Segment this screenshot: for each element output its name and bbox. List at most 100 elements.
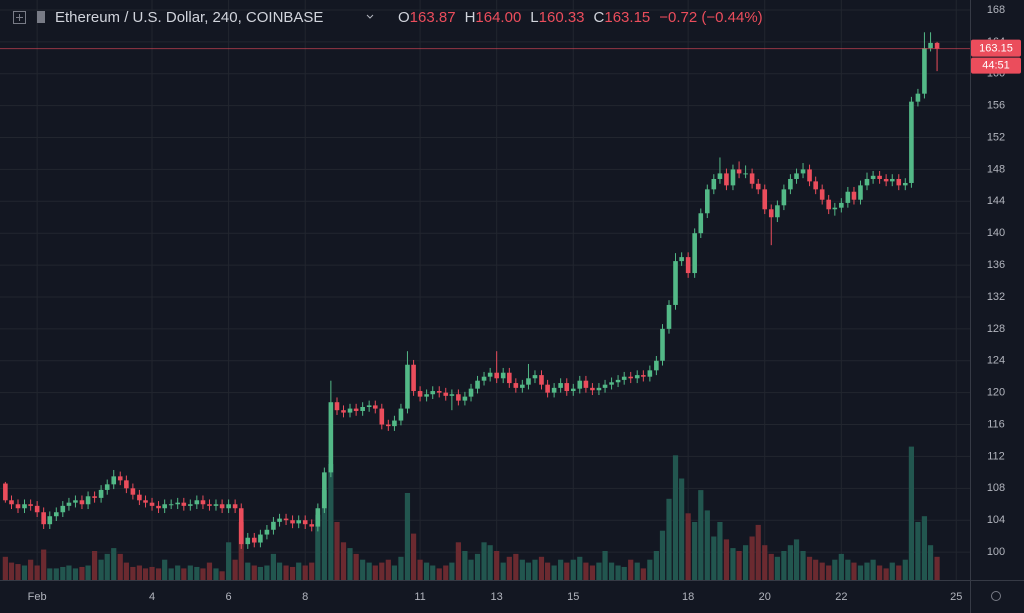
y-tick-label: 144 <box>987 195 1005 207</box>
ohlc-value: 163.15 <box>604 9 650 26</box>
volume-bar <box>219 571 225 580</box>
volume-bar <box>136 565 142 580</box>
candle-body <box>475 380 480 389</box>
volume-bar <box>774 556 780 580</box>
candle-body <box>768 209 774 218</box>
candle-body <box>819 189 825 200</box>
candle-body <box>258 534 263 543</box>
volume-bar <box>838 553 844 580</box>
candle-body <box>219 504 225 509</box>
settings-icon[interactable] <box>991 591 1001 601</box>
candle-body <box>909 101 914 183</box>
candle-body <box>424 394 429 397</box>
volume-bar <box>864 562 870 580</box>
volume-bar <box>41 549 47 580</box>
candle-body <box>922 48 927 94</box>
volume-bar <box>513 553 519 580</box>
candle-body <box>85 496 91 505</box>
volume-bar <box>187 565 193 580</box>
volume-bar <box>692 522 698 580</box>
volume-bar <box>283 565 289 580</box>
volume-bar <box>474 553 481 580</box>
candle-body <box>520 384 525 388</box>
x-tick-label: 25 <box>950 591 962 603</box>
candle-body <box>117 476 123 481</box>
expand-icon[interactable] <box>13 11 26 24</box>
candle-body <box>762 189 768 210</box>
candle-body <box>430 391 436 395</box>
volume-bar <box>443 565 449 580</box>
volume-bar <box>21 565 28 580</box>
volume-bar <box>934 556 940 580</box>
candle-body <box>679 257 684 262</box>
volume-bar <box>315 514 321 580</box>
countdown-label: 44:51 <box>982 60 1010 72</box>
volume-bar <box>500 562 506 580</box>
candle-body <box>271 521 276 530</box>
volume-bar <box>181 568 187 580</box>
candle-body <box>685 257 691 274</box>
candle-body <box>845 191 851 203</box>
ohlc-key: C <box>594 9 605 26</box>
candle-body <box>264 529 270 535</box>
volume-bar <box>717 522 723 580</box>
volume-bar <box>424 562 430 580</box>
candle-body <box>634 375 640 379</box>
ohlc-key: O <box>398 9 410 26</box>
volume-bar <box>653 551 659 580</box>
ohlc-key: H <box>465 9 476 26</box>
volume-bar <box>142 568 149 580</box>
candle-body <box>277 518 282 522</box>
volume-bar <box>334 522 340 580</box>
y-tick-label: 152 <box>987 131 1005 143</box>
volume-bar <box>79 566 85 580</box>
candle-body <box>698 213 704 234</box>
candle-body <box>526 378 531 385</box>
chevron[interactable] <box>366 14 374 19</box>
candle-body <box>22 504 27 509</box>
candle-body <box>583 380 589 388</box>
volume-bar <box>8 562 15 580</box>
candle-body <box>775 205 780 218</box>
volume-bar <box>564 562 570 580</box>
volume-bar <box>194 566 200 580</box>
y-tick-label: 108 <box>987 482 1005 494</box>
candle-body <box>736 169 742 174</box>
volume-bar <box>570 559 576 580</box>
volume-bar <box>494 551 500 580</box>
volume-bar <box>666 498 672 580</box>
candle-body <box>9 500 14 505</box>
volume-bar <box>545 562 551 580</box>
candle-body <box>513 383 519 388</box>
volume-bar <box>634 562 640 580</box>
volume-bar <box>353 553 359 580</box>
volume-bar <box>226 542 232 580</box>
symbol-title[interactable]: Ethereum / U.S. Dollar, 240, COINBASE <box>55 9 323 26</box>
candle-body <box>79 500 85 505</box>
volume-bar <box>321 490 327 580</box>
candle-body <box>162 504 167 509</box>
volume-bar <box>404 493 411 580</box>
volume-bar <box>238 522 244 580</box>
gear[interactable] <box>991 591 1001 601</box>
y-tick-label: 132 <box>987 291 1005 303</box>
volume-bar <box>519 559 525 580</box>
candle-body <box>386 424 391 427</box>
y-tick-label: 156 <box>987 100 1005 112</box>
candle-body <box>188 504 193 506</box>
x-tick-label: 11 <box>414 591 425 603</box>
last-price-tag <box>971 39 1021 57</box>
candle-body <box>251 537 257 543</box>
volume-bar <box>679 478 685 580</box>
volume-bar <box>506 556 512 580</box>
candle-body <box>660 328 665 361</box>
volume-bar <box>206 562 213 580</box>
candle-body <box>507 372 512 384</box>
candle-body <box>238 508 244 545</box>
candle-body <box>889 178 895 182</box>
candle-body <box>673 261 678 305</box>
volume-bar <box>602 551 608 580</box>
ohlc-value: 164.00 <box>475 9 521 26</box>
volume-bar <box>768 553 774 580</box>
volume-bar <box>608 562 615 580</box>
